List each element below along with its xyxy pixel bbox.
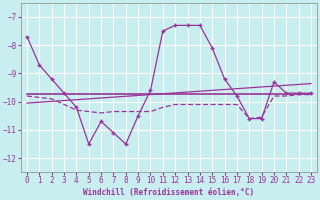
X-axis label: Windchill (Refroidissement éolien,°C): Windchill (Refroidissement éolien,°C) <box>84 188 255 197</box>
